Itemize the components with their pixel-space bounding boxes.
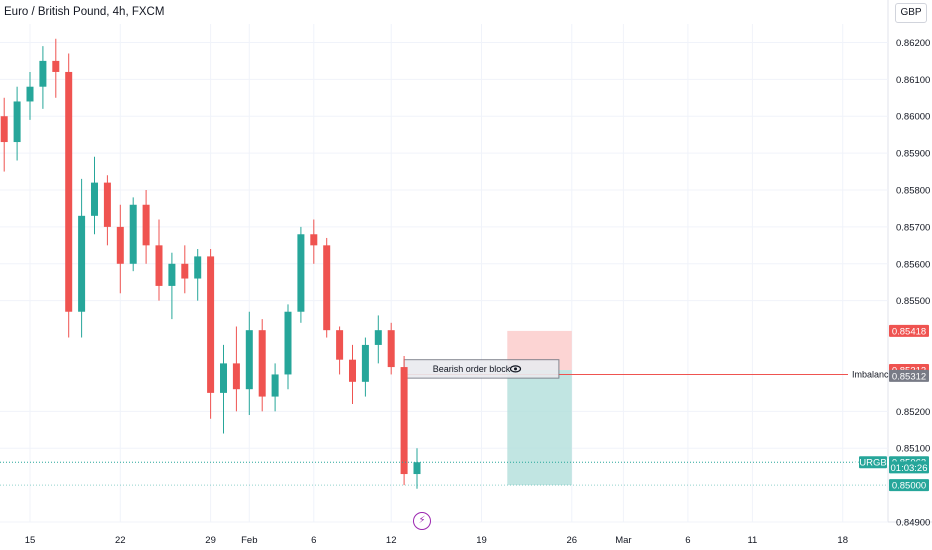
candle-body[interactable] [232, 363, 240, 390]
eye-icon[interactable] [509, 365, 522, 373]
y-tick-label: 0.86200 [896, 38, 930, 49]
x-tick-label: 15 [25, 535, 36, 546]
candle-body[interactable] [271, 374, 279, 397]
price-badge [889, 369, 929, 382]
candle-body[interactable] [374, 330, 382, 345]
chart-title: Euro / British Pound, 4h, FXCM [4, 6, 165, 18]
candle-body[interactable] [78, 215, 86, 312]
y-tick-label: 0.85600 [896, 259, 930, 270]
x-tick-label: Mar [615, 535, 631, 546]
currency-selector[interactable]: GBP [895, 3, 927, 23]
x-tick-label: 29 [205, 535, 216, 546]
candle-body[interactable] [361, 344, 369, 382]
candle-body[interactable] [26, 86, 34, 102]
candle-body[interactable] [116, 226, 124, 264]
y-tick-label: 0.85900 [896, 149, 930, 160]
candle-body[interactable] [323, 245, 331, 331]
candle-body[interactable] [245, 330, 253, 390]
lightning-icon[interactable]: ⚡ [413, 512, 431, 530]
x-tick-label: Feb [241, 535, 257, 546]
imbalance-label: Imbalance [852, 369, 894, 379]
candle-body[interactable] [91, 182, 98, 216]
price-badge-label: 01:03:26 [891, 463, 928, 474]
candle-body[interactable] [387, 330, 395, 368]
candle-body[interactable] [220, 363, 227, 393]
price-badge-label: 0.85312 [892, 371, 926, 382]
candle-body[interactable] [168, 263, 176, 286]
eye-icon-pupil [514, 367, 517, 371]
candle-body[interactable] [65, 71, 73, 312]
candle-body[interactable] [129, 204, 137, 264]
x-tick-label: 11 [747, 535, 757, 546]
candle-body[interactable] [52, 60, 60, 72]
candle-body[interactable] [297, 234, 305, 312]
take-profit-zone[interactable] [507, 370, 572, 486]
x-tick-label: 6 [311, 535, 316, 546]
y-tick-label: 0.85200 [896, 407, 930, 418]
candle-body[interactable] [142, 204, 150, 246]
candle-body[interactable] [194, 256, 202, 279]
price-badge-label: 0.85418 [892, 326, 926, 337]
y-tick-label: 0.86000 [896, 112, 930, 123]
candle-body[interactable] [284, 311, 292, 375]
candle-body[interactable] [13, 101, 21, 143]
candle-body[interactable] [336, 330, 344, 360]
candle-body[interactable] [39, 60, 47, 87]
x-tick-label: 6 [685, 535, 690, 546]
x-tick-label: 22 [115, 535, 126, 546]
y-tick-label: 0.85800 [896, 186, 930, 197]
candle-body[interactable] [258, 330, 266, 397]
candle-body[interactable] [349, 359, 356, 382]
candle-body[interactable] [0, 116, 8, 143]
y-tick-label: 0.84900 [896, 518, 930, 529]
symbol-badge [859, 456, 887, 469]
y-tick-label: 0.85100 [896, 444, 930, 455]
price-badge [889, 324, 929, 337]
candle-body[interactable] [181, 263, 189, 279]
price-badge [889, 461, 929, 474]
x-tick-label: 26 [567, 535, 578, 546]
candle-body[interactable] [103, 182, 111, 227]
x-tick-label: 18 [837, 535, 848, 546]
candle-body[interactable] [310, 234, 318, 246]
symbol-badge-label: EURGBP [853, 458, 893, 469]
y-tick-label: 0.85700 [896, 222, 930, 233]
candle-body[interactable] [400, 367, 408, 475]
candle-body[interactable] [413, 462, 421, 475]
x-tick-label: 19 [476, 535, 487, 546]
y-tick-label: 0.85500 [896, 296, 930, 307]
price-badge [889, 479, 929, 492]
candle-body[interactable] [207, 256, 215, 393]
x-tick-label: 12 [386, 535, 397, 546]
candle-body[interactable] [155, 245, 163, 286]
order-block-label: Bearish order block [433, 364, 511, 374]
price-badge-label: 0.85000 [892, 481, 926, 492]
y-tick-label: 0.86100 [896, 75, 930, 86]
